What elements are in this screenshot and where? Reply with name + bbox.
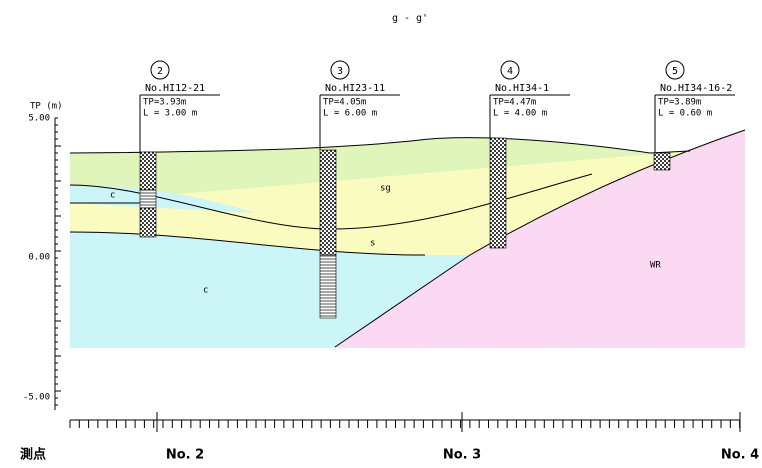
axis-label: TP (m) (30, 102, 63, 112)
station-name: No. 4 (721, 448, 759, 463)
borehole-number: 2 (157, 66, 163, 77)
tick-label: -5.00 (23, 393, 50, 403)
borehole-length: L = 0.60 m (658, 109, 712, 119)
borehole-length: L = 4.00 m (493, 109, 547, 119)
station-name: No. 3 (443, 448, 481, 463)
core-section (654, 153, 670, 170)
borehole-tp: TP=3.89m (658, 98, 701, 108)
borehole-length: L = 3.00 m (143, 109, 197, 119)
station-ruler: 測点 No. 2 No. 3 No. 4 (20, 412, 759, 463)
borehole-name: No.HI23-11 (325, 83, 385, 94)
borehole-tp: TP=4.47m (493, 98, 536, 108)
borehole-number: 3 (337, 66, 343, 77)
layers: c sg s c WR (70, 130, 745, 348)
section-diagram: g - g' c sg s c WR TP (m) 5.00 0.00 -5.0… (0, 0, 762, 468)
borehole-number: 4 (507, 66, 513, 77)
borehole-tp: TP=4.05m (323, 98, 366, 108)
layer-label: c (203, 286, 208, 296)
borehole-number: 5 (672, 66, 678, 77)
core-section (140, 190, 156, 208)
core-section (320, 150, 336, 255)
station-label: 測点 (20, 447, 46, 463)
tick-label: 0.00 (28, 253, 50, 263)
borehole-length: L = 6.00 m (323, 109, 377, 119)
core-section (140, 208, 156, 237)
layer-label: sg (380, 184, 391, 194)
layer-label: WR (650, 261, 661, 271)
core-section (490, 138, 506, 248)
station-name: No. 2 (166, 448, 204, 463)
borehole-tp: TP=3.93m (143, 98, 186, 108)
layer-label: c (110, 191, 115, 201)
core-section (140, 152, 156, 190)
borehole-name: No.HI12-21 (145, 83, 205, 94)
title: g - g' (392, 13, 428, 24)
y-axis: TP (m) 5.00 0.00 -5.00 (23, 102, 63, 411)
layer-label: s (370, 239, 375, 249)
borehole-name: No.HI34-1 (495, 83, 549, 94)
tick-label: 5.00 (28, 114, 50, 124)
core-section (320, 255, 336, 318)
borehole-name: No.HI34-16-2 (660, 83, 732, 94)
